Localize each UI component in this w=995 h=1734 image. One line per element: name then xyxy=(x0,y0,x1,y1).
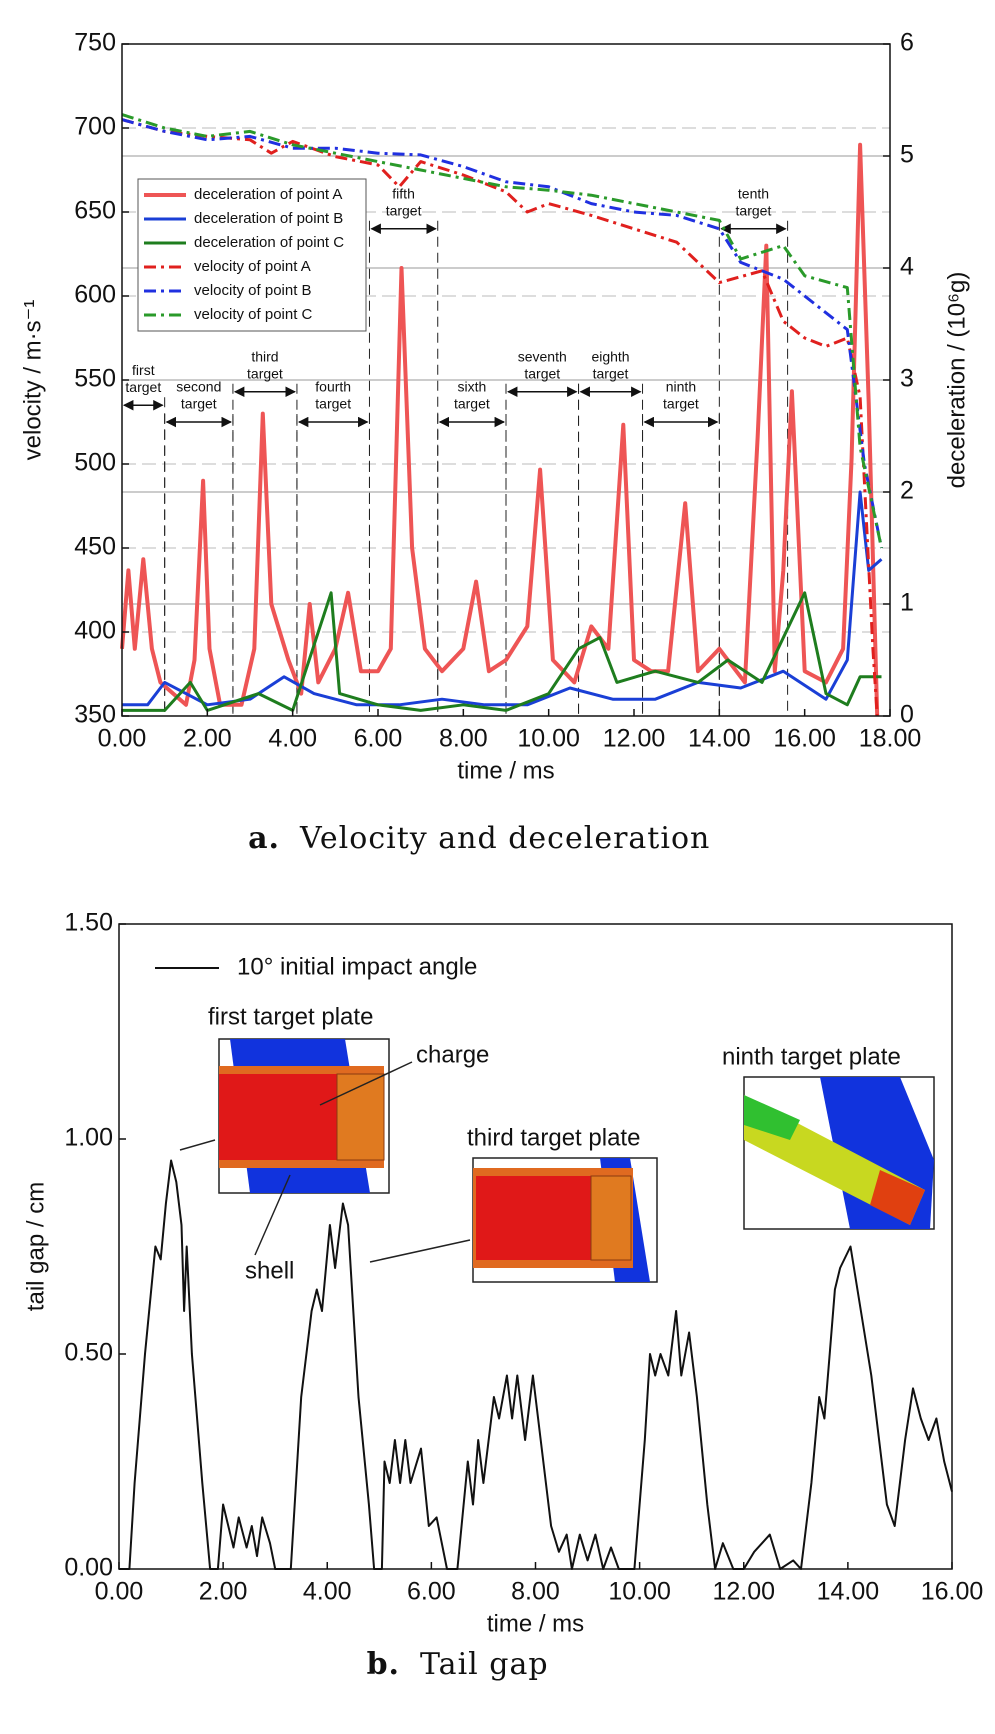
target-label: target xyxy=(454,396,490,412)
x-tick-label: 0.00 xyxy=(98,725,147,753)
target-label: target xyxy=(125,379,161,395)
x-tick-label: 8.00 xyxy=(439,725,488,753)
target-label: seventh xyxy=(518,348,567,364)
callout xyxy=(179,1139,216,1151)
legend-label: deceleration of point A xyxy=(194,186,342,203)
x-tick-label: 16.00 xyxy=(921,1578,984,1606)
x-tick-label: 10.00 xyxy=(608,1578,671,1606)
target-label: third xyxy=(251,348,278,364)
x-tick-label: 4.00 xyxy=(303,1578,352,1606)
data-line xyxy=(121,118,879,717)
annotation: first target plate xyxy=(208,1003,373,1030)
annotation: shell xyxy=(245,1257,294,1284)
y-tick-label: 700 xyxy=(74,113,116,141)
caption: Velocity and deceleration xyxy=(299,821,710,856)
target-label: first xyxy=(132,362,155,378)
target-label: target xyxy=(247,365,283,381)
x-tick-label: 18.00 xyxy=(859,725,922,753)
target-label: target xyxy=(736,203,772,219)
callout xyxy=(254,1174,291,1256)
inset-first-plate xyxy=(218,1038,390,1194)
y2-tick-label: 3 xyxy=(900,365,914,393)
annotation: third target plate xyxy=(467,1124,640,1151)
target-label: target xyxy=(181,396,217,412)
target-label: second xyxy=(176,379,221,395)
legend-label: 10° initial impact angle xyxy=(237,953,477,980)
target-label: sixth xyxy=(457,379,486,395)
y2-tick-label: 1 xyxy=(900,589,914,617)
legend-label: deceleration of point B xyxy=(194,210,343,227)
y-tick-label: 1.50 xyxy=(64,909,113,937)
x-tick-label: 14.00 xyxy=(688,725,751,753)
y-tick-label: 450 xyxy=(74,533,116,561)
legend-label: velocity of point A xyxy=(194,258,311,275)
data-line xyxy=(122,591,882,712)
legend-label: deceleration of point C xyxy=(194,234,344,251)
callout xyxy=(369,1239,471,1263)
x-tick-label: 2.00 xyxy=(199,1578,248,1606)
y-tick-label: 600 xyxy=(74,281,116,309)
target-label: eighth xyxy=(591,348,629,364)
x-tick-label: 0.00 xyxy=(95,1578,144,1606)
y2-tick-label: 5 xyxy=(900,141,914,169)
data-line xyxy=(121,113,883,549)
x-tick-label: 4.00 xyxy=(268,725,317,753)
annotation: ninth target plate xyxy=(722,1043,901,1070)
callout xyxy=(319,1061,413,1106)
target-label: ninth xyxy=(666,379,696,395)
y2-tick-label: 4 xyxy=(900,253,914,281)
y-tick-label: 350 xyxy=(74,701,116,729)
y-tick-label: 650 xyxy=(74,197,116,225)
target-label: target xyxy=(524,365,560,381)
legend-box xyxy=(137,178,367,332)
target-label: target xyxy=(663,396,699,412)
inset-ninth-plate xyxy=(743,1076,935,1230)
data-line xyxy=(119,1159,953,1570)
y-tick-label: 750 xyxy=(74,29,116,57)
y-tick-label: 1.00 xyxy=(64,1124,113,1152)
y2-tick-label: 6 xyxy=(900,29,914,57)
x-axis-label: time / ms xyxy=(457,757,554,784)
target-label: fifth xyxy=(392,186,415,202)
x-tick-label: 10.00 xyxy=(517,725,580,753)
y-tick-label: 0.00 xyxy=(64,1554,113,1582)
data-line xyxy=(120,142,880,717)
y2-tick-label: 2 xyxy=(900,477,914,505)
x-axis-label: time / ms xyxy=(487,1610,584,1637)
y-tick-label: 0.50 xyxy=(64,1339,113,1367)
x-tick-label: 12.00 xyxy=(603,725,666,753)
x-tick-label: 6.00 xyxy=(354,725,403,753)
target-label: target xyxy=(386,203,422,219)
x-tick-label: 8.00 xyxy=(511,1578,560,1606)
inset-third-plate xyxy=(472,1157,658,1283)
x-tick-label: 2.00 xyxy=(183,725,232,753)
target-label: target xyxy=(315,396,351,412)
y-axis-label: tail gap / cm xyxy=(22,1182,49,1311)
caption: Tail gap xyxy=(420,1647,549,1682)
y-tick-label: 550 xyxy=(74,365,116,393)
legend-label: velocity of point C xyxy=(194,306,313,323)
y-axis-label: velocity / m·s⁻¹ xyxy=(19,300,46,461)
legend-label: velocity of point B xyxy=(194,282,312,299)
y2-axis-label: deceleration / (10⁶g) xyxy=(943,272,970,489)
y-tick-label: 400 xyxy=(74,617,116,645)
target-label: fourth xyxy=(315,379,351,395)
x-tick-label: 12.00 xyxy=(712,1578,775,1606)
y2-tick-label: 0 xyxy=(900,701,914,729)
annotation: charge xyxy=(416,1041,489,1068)
caption-label: a. xyxy=(248,821,280,856)
y-tick-label: 500 xyxy=(74,449,116,477)
data-line xyxy=(121,118,883,549)
caption-label: b. xyxy=(367,1647,400,1682)
x-tick-label: 16.00 xyxy=(773,725,836,753)
x-tick-label: 6.00 xyxy=(407,1578,456,1606)
target-label: tenth xyxy=(738,186,769,202)
target-label: target xyxy=(593,365,629,381)
x-tick-label: 14.00 xyxy=(817,1578,880,1606)
